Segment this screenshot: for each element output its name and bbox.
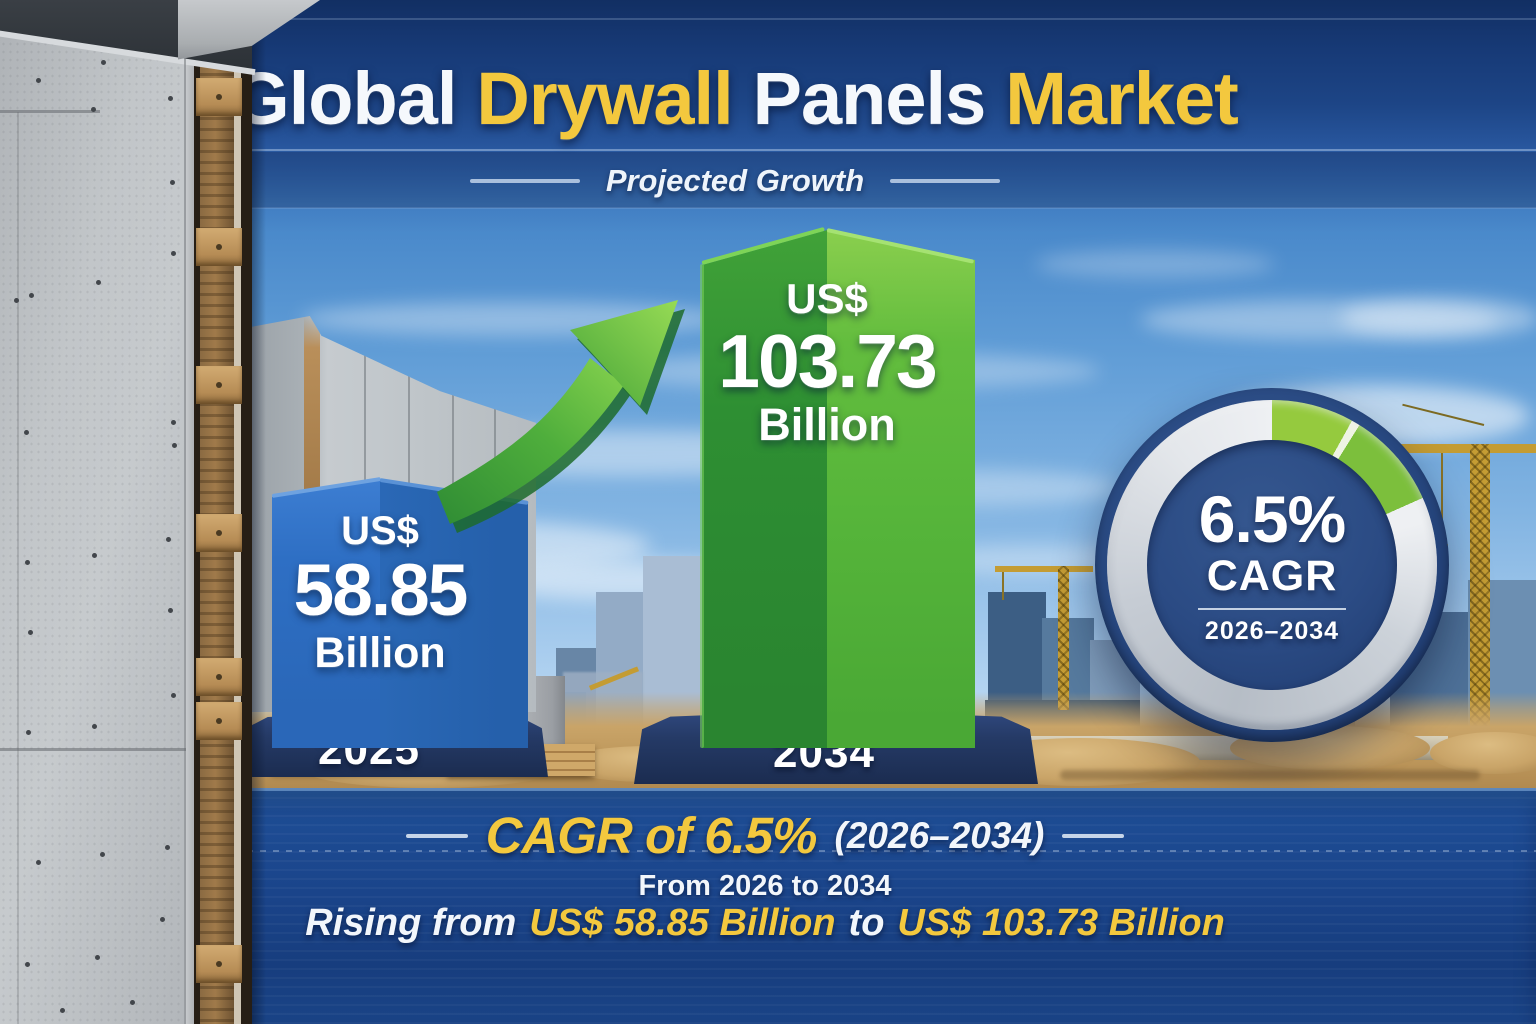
gauge-inner-circle: 6.5% CAGR 2026–2034 (1147, 440, 1397, 690)
crane-hook-cable (1441, 453, 1443, 545)
rising-prefix: Rising from (305, 902, 517, 944)
rising-connector: to (848, 902, 885, 944)
cagr-gauge: 6.5% CAGR 2026–2034 (1095, 388, 1449, 742)
bar-2034-unit: Billion (758, 399, 896, 450)
gauge-percent: 6.5% (1198, 481, 1346, 556)
crane-cable-small (1002, 572, 1004, 600)
header-top-line (230, 18, 1536, 20)
title-word-market: Market (1005, 56, 1239, 140)
panel-seam-vertical (184, 56, 186, 1024)
stud-bay (194, 40, 252, 1024)
cloud (1340, 298, 1536, 338)
title-word-drywall: Drywall (476, 56, 733, 140)
bar-2025-value-label: US$ 58.85 Billion (250, 508, 510, 678)
subtitle-text: Projected Growth (605, 163, 865, 198)
footer-dash-right (1062, 833, 1125, 838)
drywall-panel-face (0, 32, 188, 1024)
bar-2025-currency: US$ (341, 509, 419, 553)
subtitle-bottom-line (230, 207, 1536, 209)
gauge-divider (1198, 607, 1346, 610)
bar-2034-left-edge-highlight (700, 264, 704, 748)
sand-mound (1430, 732, 1536, 774)
title-divider-line (230, 149, 1536, 151)
footer-range-text: From 2026 to 2034 (638, 870, 892, 902)
subtitle-dash-right (890, 179, 1001, 183)
foreground-drywall-wall (0, 0, 256, 1024)
bar-2034-left-face (702, 230, 827, 748)
page-title: Global Drywall Panels Market (230, 56, 1240, 140)
billboard-edge-shadow (250, 0, 266, 1024)
footer-dash-left (405, 833, 468, 838)
ground-debris (1060, 770, 1480, 780)
bar-2025-left-face (272, 480, 380, 748)
wood-blocking (196, 514, 242, 552)
bar-2034-currency: US$ (786, 275, 868, 322)
crane-jib-large (1396, 444, 1536, 453)
subtitle-dash-left (469, 179, 580, 183)
bar-2034-value-label: US$ 103.73 Billion (695, 276, 959, 450)
crane-mast-large (1470, 444, 1490, 760)
footer-cagr-text: CAGR of 6.5% (485, 807, 818, 864)
wood-blocking (196, 78, 242, 116)
footer-stitch-line (0, 850, 1536, 852)
panel-seam-vertical (17, 112, 19, 1024)
wood-blocking (196, 228, 242, 266)
gauge-label: CAGR (1206, 551, 1338, 600)
bar-2034-right-face (827, 230, 975, 748)
wall-screws (0, 0, 5, 5)
wood-blocking (196, 702, 242, 740)
crane-jib-small (995, 566, 1093, 572)
title-word-global: Global (232, 56, 457, 140)
subtitle-row: Projected Growth (230, 160, 1240, 202)
cloud (300, 302, 730, 336)
cloud (1140, 300, 1500, 340)
footer-rising-text: Rising from US$ 58.85 Billion to US$ 103… (120, 902, 1410, 945)
footer-headline: CAGR of 6.5% (2026–2034) (240, 806, 1290, 865)
wood-blocking (196, 945, 242, 983)
bar-2025-unit: Billion (314, 629, 446, 677)
title-word-panels: Panels (752, 56, 987, 140)
gauge-period: 2026–2034 (1204, 616, 1340, 645)
wood-blocking (196, 366, 242, 404)
rising-value-from: US$ 58.85 Billion (529, 902, 836, 944)
rising-value-to: US$ 103.73 Billion (897, 902, 1225, 944)
footer-cagr-period: (2026–2034) (834, 814, 1045, 856)
cloud (1035, 250, 1275, 278)
bar-2034-value: 103.73 (718, 319, 937, 403)
bar-2025-value: 58.85 (293, 550, 469, 631)
panel-corner-edge (184, 50, 194, 1024)
crane-mast-small (1058, 566, 1069, 710)
panel-seam-horizontal (0, 110, 100, 113)
panel-seam-horizontal (0, 748, 186, 751)
wood-blocking (196, 658, 242, 696)
